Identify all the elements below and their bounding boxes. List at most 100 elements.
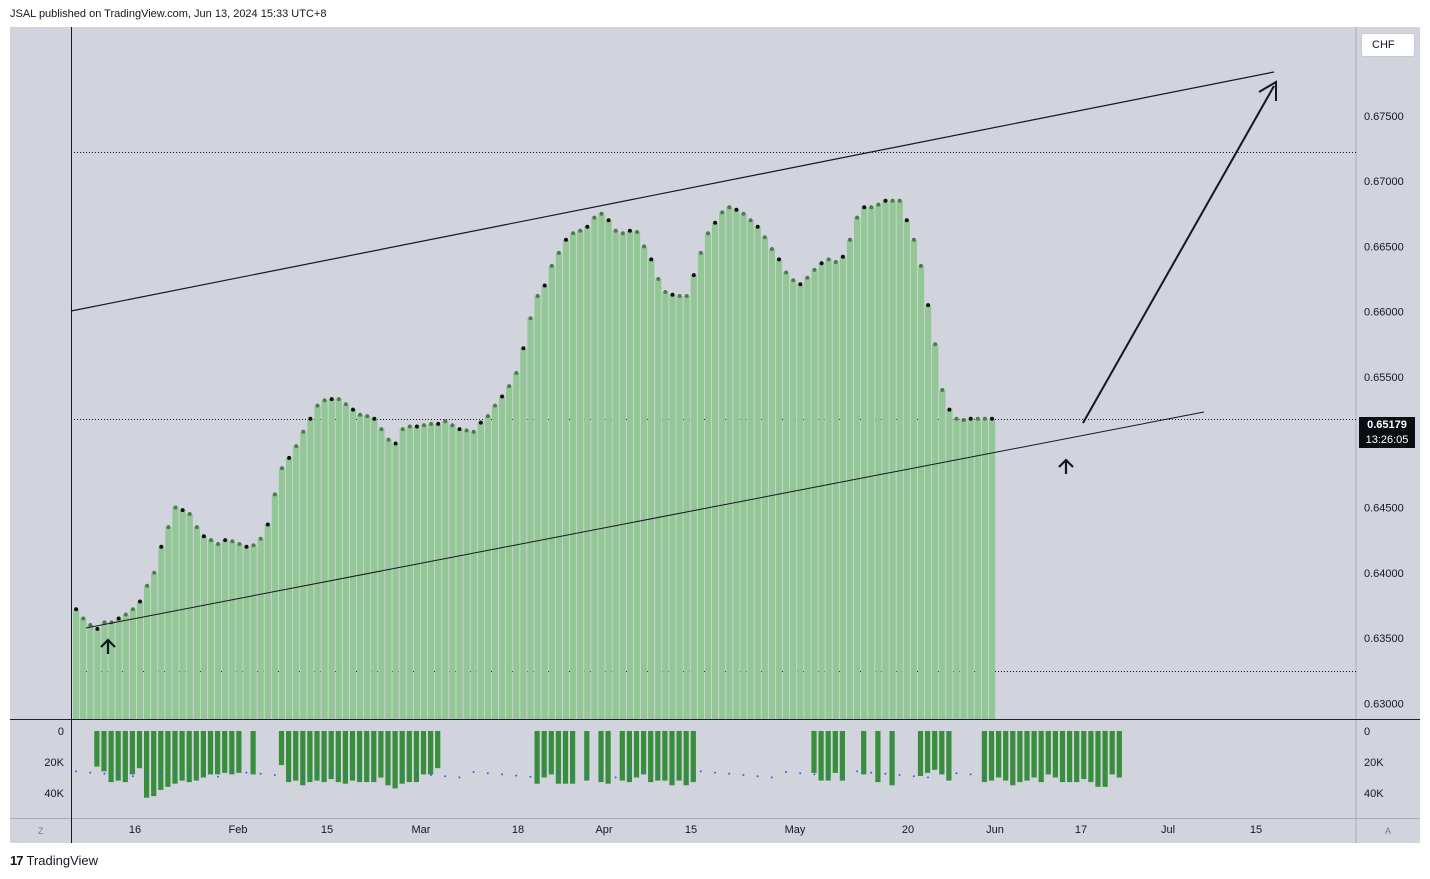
close-dot bbox=[81, 616, 86, 621]
close-dot bbox=[315, 403, 320, 408]
volume-bar bbox=[633, 731, 640, 778]
price-bar bbox=[477, 422, 484, 719]
volume-bar bbox=[1109, 731, 1115, 775]
price-bar bbox=[442, 421, 449, 719]
price-bar bbox=[122, 614, 129, 719]
close-dot bbox=[606, 218, 611, 223]
close-dot bbox=[407, 424, 412, 429]
time-tick-label: 15 bbox=[321, 824, 333, 836]
volume-ma-point bbox=[202, 774, 205, 777]
close-dot bbox=[549, 263, 554, 268]
close-dot bbox=[322, 398, 327, 403]
publish-header: JSAL published on TradingView.com, Jun 1… bbox=[10, 8, 327, 20]
volume-bar bbox=[570, 731, 576, 784]
volume-bar bbox=[357, 731, 363, 783]
price-bar bbox=[790, 280, 797, 719]
volume-tick-label-left: 40K bbox=[44, 788, 64, 800]
price-bar bbox=[73, 609, 80, 719]
time-axis-band[interactable] bbox=[10, 818, 1420, 843]
volume-bar bbox=[584, 731, 590, 781]
volume-bar bbox=[115, 731, 121, 781]
close-dot bbox=[556, 250, 561, 255]
volume-ma-point bbox=[557, 771, 560, 774]
volume-bar bbox=[392, 731, 398, 789]
close-dot bbox=[308, 416, 313, 421]
close-dot bbox=[386, 437, 391, 442]
close-dot bbox=[585, 224, 590, 229]
volume-ma-point bbox=[259, 772, 262, 775]
volume-bar bbox=[1095, 731, 1101, 787]
close-dot bbox=[209, 538, 213, 543]
time-tick-label: 15 bbox=[1250, 824, 1262, 836]
close-dot bbox=[500, 394, 505, 399]
volume-ma-point bbox=[316, 771, 319, 773]
volume-ma-point bbox=[785, 771, 787, 773]
close-dot bbox=[684, 294, 689, 298]
close-dot bbox=[145, 583, 150, 588]
close-dot bbox=[627, 228, 632, 233]
volume-ma-point bbox=[856, 770, 858, 773]
volume-bar bbox=[165, 731, 171, 787]
price-bar bbox=[832, 262, 839, 719]
price-bar bbox=[925, 305, 932, 719]
time-tick-label: 17 bbox=[1075, 824, 1087, 836]
volume-ma-point bbox=[799, 772, 802, 775]
price-bar bbox=[562, 239, 570, 720]
close-dot bbox=[819, 261, 824, 266]
volume-bar bbox=[108, 731, 114, 783]
volume-bar bbox=[335, 731, 341, 783]
price-bar bbox=[704, 233, 712, 720]
close-dot bbox=[244, 544, 249, 549]
close-dot bbox=[933, 342, 938, 347]
price-bar bbox=[449, 425, 456, 719]
time-tick-label: 15 bbox=[685, 824, 697, 836]
price-tick-label: 0.65500 bbox=[1364, 372, 1404, 384]
time-tick-label: 20 bbox=[902, 824, 914, 836]
price-bar bbox=[342, 404, 349, 719]
close-dot bbox=[755, 224, 760, 229]
volume-bar bbox=[555, 731, 561, 784]
volume-bar bbox=[307, 731, 313, 783]
volume-bar bbox=[662, 731, 668, 781]
tradingview-logo[interactable]: 17 TradingView bbox=[10, 853, 98, 868]
price-bar bbox=[115, 618, 122, 719]
close-dot bbox=[194, 525, 199, 530]
volume-bar bbox=[399, 731, 405, 784]
volume-ma-point bbox=[529, 775, 532, 778]
close-dot bbox=[855, 215, 860, 220]
tradingview-logo-text: TradingView bbox=[26, 853, 99, 868]
close-dot bbox=[272, 492, 277, 497]
volume-bar bbox=[321, 731, 327, 783]
price-bar bbox=[513, 373, 520, 719]
price-bar bbox=[683, 296, 690, 719]
price-bar bbox=[186, 514, 193, 719]
price-bar bbox=[697, 252, 704, 719]
volume-bar bbox=[1010, 731, 1016, 786]
volume-ma-point bbox=[117, 774, 120, 776]
price-bar bbox=[307, 418, 314, 719]
auto-scale-button[interactable]: A bbox=[1385, 826, 1392, 836]
close-dot bbox=[741, 211, 746, 216]
currency-button[interactable]: CHF bbox=[1361, 33, 1415, 57]
volume-bar bbox=[151, 731, 157, 797]
volume-bar bbox=[1074, 731, 1080, 783]
price-bar bbox=[250, 545, 257, 719]
close-dot bbox=[670, 292, 675, 297]
price-bar bbox=[910, 239, 917, 720]
volume-tick-label-right: 20K bbox=[1364, 757, 1384, 769]
close-dot bbox=[485, 414, 490, 419]
price-bar bbox=[740, 213, 747, 719]
close-dot bbox=[201, 534, 206, 539]
volume-bar bbox=[101, 731, 107, 772]
price-bar bbox=[420, 425, 428, 719]
volume-bar bbox=[825, 731, 831, 781]
volume-bar bbox=[129, 731, 135, 775]
auto-scale-left-button[interactable]: Z bbox=[38, 826, 44, 836]
volume-pane[interactable] bbox=[10, 720, 1420, 818]
volume-bar bbox=[690, 731, 696, 783]
volume-bar bbox=[655, 731, 661, 781]
volume-ma-point bbox=[671, 774, 674, 777]
close-dot bbox=[230, 539, 235, 544]
volume-ma-point bbox=[472, 771, 475, 773]
